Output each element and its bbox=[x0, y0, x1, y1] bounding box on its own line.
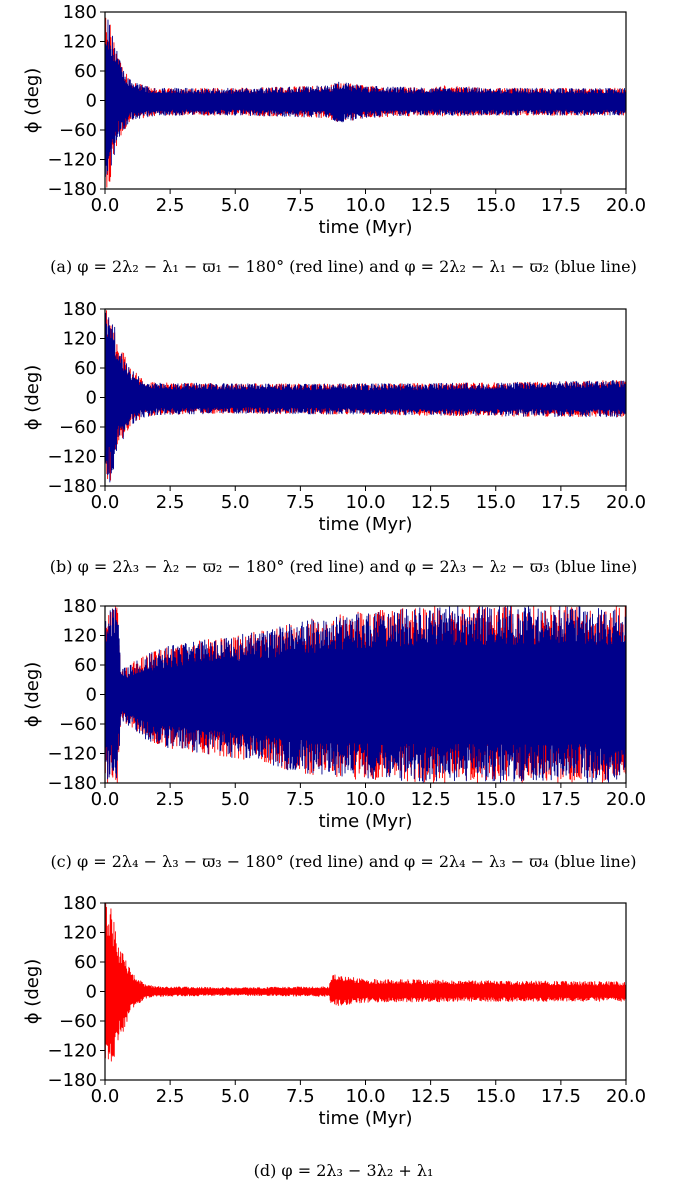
x-tick-label: 20.0 bbox=[606, 195, 646, 216]
y-tick-label: −180 bbox=[48, 476, 97, 497]
x-axis-label: time (Myr) bbox=[318, 217, 412, 238]
y-tick-label: −180 bbox=[48, 179, 97, 200]
chart-panel-c: 180 120 60 0 −60 −120 −180 0.0 2.5 5.0 7.5 10.0 12.5… bbox=[0, 594, 687, 891]
caption-d: (d) φ = 2λ₃ − 3λ₂ + λ₁ bbox=[253, 1161, 434, 1180]
y-tick-label: 180 bbox=[63, 893, 97, 914]
plot-area bbox=[105, 606, 626, 783]
x-axis-label: time (Myr) bbox=[318, 514, 412, 535]
y-tick-label: −120 bbox=[48, 150, 97, 171]
y-tick-label: −120 bbox=[48, 447, 97, 468]
y-tick-label: 180 bbox=[63, 299, 97, 320]
x-tick-label: 0.0 bbox=[91, 492, 120, 513]
x-tick-label: 17.5 bbox=[541, 492, 581, 513]
x-tick-label: 2.5 bbox=[156, 1086, 185, 1107]
y-tick-label: −120 bbox=[48, 744, 97, 765]
caption-a: (a) φ = 2λ₂ − λ₁ − ϖ₁ − 180° (red line) … bbox=[50, 257, 637, 276]
x-tick-label: 15.0 bbox=[476, 789, 516, 810]
x-tick-label: 10.0 bbox=[345, 789, 385, 810]
y-tick-label: 120 bbox=[63, 923, 97, 944]
x-tick-label: 10.0 bbox=[345, 492, 385, 513]
caption-b: (b) φ = 2λ₃ − λ₂ − ϖ₂ − 180° (red line) … bbox=[49, 557, 638, 576]
y-tick-label: 180 bbox=[63, 2, 97, 23]
x-tick-label: 17.5 bbox=[541, 789, 581, 810]
y-tick-label: 0 bbox=[86, 982, 97, 1003]
series-line-phi bbox=[105, 903, 626, 1062]
chart-panel-d: 180 120 60 0 −60 −120 −180 0.0 2.5 5.0 7.5 10.0 12.5… bbox=[0, 891, 687, 1188]
y-tick-label: 0 bbox=[86, 685, 97, 706]
x-tick-label: 0.0 bbox=[91, 789, 120, 810]
x-tick-label: 12.5 bbox=[411, 789, 451, 810]
y-axis-label: ϕ (deg) bbox=[22, 959, 43, 1025]
x-tick-label: 20.0 bbox=[606, 1086, 646, 1107]
x-tick-label: 5.0 bbox=[221, 1086, 250, 1107]
y-tick-label: −60 bbox=[59, 417, 97, 438]
y-tick-label: 0 bbox=[86, 91, 97, 112]
y-tick-label: 60 bbox=[74, 655, 97, 676]
x-tick-label: 12.5 bbox=[411, 1086, 451, 1107]
caption-c: (c) φ = 2λ₄ − λ₃ − ϖ₃ − 180° (red line) … bbox=[50, 852, 637, 871]
x-tick-label: 12.5 bbox=[411, 492, 451, 513]
x-tick-label: 7.5 bbox=[286, 195, 315, 216]
y-tick-label: 0 bbox=[86, 388, 97, 409]
x-tick-label: 15.0 bbox=[476, 1086, 516, 1107]
y-tick-label: −120 bbox=[48, 1041, 97, 1062]
x-tick-label: 12.5 bbox=[411, 195, 451, 216]
chart-panel-a: 180 120 60 0 −60 −120 −180 0.0 2.5 5.0 7.5 10.0 12.5… bbox=[0, 0, 687, 297]
y-tick-label: 120 bbox=[63, 329, 97, 350]
x-tick-label: 17.5 bbox=[541, 195, 581, 216]
x-tick-label: 0.0 bbox=[91, 195, 120, 216]
x-tick-label: 5.0 bbox=[221, 195, 250, 216]
y-tick-label: 60 bbox=[74, 952, 97, 973]
x-tick-label: 5.0 bbox=[221, 789, 250, 810]
y-tick-label: 60 bbox=[74, 358, 97, 379]
y-tick-label: 60 bbox=[74, 61, 97, 82]
x-tick-label: 7.5 bbox=[286, 492, 315, 513]
x-tick-label: 2.5 bbox=[156, 492, 185, 513]
x-tick-label: 7.5 bbox=[286, 1086, 315, 1107]
y-tick-label: −60 bbox=[59, 1011, 97, 1032]
x-tick-label: 0.0 bbox=[91, 1086, 120, 1107]
y-tick-label: −180 bbox=[48, 773, 97, 794]
x-tick-label: 10.0 bbox=[345, 195, 385, 216]
x-tick-label: 17.5 bbox=[541, 1086, 581, 1107]
chart-panel-b: 180 120 60 0 −60 −120 −180 0.0 2.5 5.0 7.5 10.0 12.5… bbox=[0, 297, 687, 594]
x-tick-label: 5.0 bbox=[221, 492, 250, 513]
x-axis-label: time (Myr) bbox=[318, 811, 412, 832]
series-line-blue-line bbox=[105, 606, 626, 783]
series-line-blue-line bbox=[105, 19, 626, 177]
x-tick-label: 2.5 bbox=[156, 195, 185, 216]
plot-area bbox=[105, 903, 626, 1062]
y-tick-label: 120 bbox=[63, 32, 97, 53]
y-tick-label: 180 bbox=[63, 596, 97, 617]
x-axis-label: time (Myr) bbox=[318, 1108, 412, 1129]
x-tick-label: 15.0 bbox=[476, 195, 516, 216]
x-tick-label: 15.0 bbox=[476, 492, 516, 513]
x-tick-label: 7.5 bbox=[286, 789, 315, 810]
x-tick-label: 20.0 bbox=[606, 492, 646, 513]
y-tick-label: −60 bbox=[59, 714, 97, 735]
plot-area bbox=[105, 17, 626, 188]
y-tick-label: 120 bbox=[63, 626, 97, 647]
plot-area bbox=[105, 310, 626, 483]
y-tick-label: −60 bbox=[59, 120, 97, 141]
x-tick-label: 2.5 bbox=[156, 789, 185, 810]
y-axis-label: ϕ (deg) bbox=[22, 365, 43, 431]
y-tick-label: −180 bbox=[48, 1070, 97, 1091]
x-tick-label: 20.0 bbox=[606, 789, 646, 810]
series-line-blue-line bbox=[105, 312, 626, 483]
y-axis-label: ϕ (deg) bbox=[22, 68, 43, 134]
x-tick-label: 10.0 bbox=[345, 1086, 385, 1107]
y-axis-label: ϕ (deg) bbox=[22, 662, 43, 728]
